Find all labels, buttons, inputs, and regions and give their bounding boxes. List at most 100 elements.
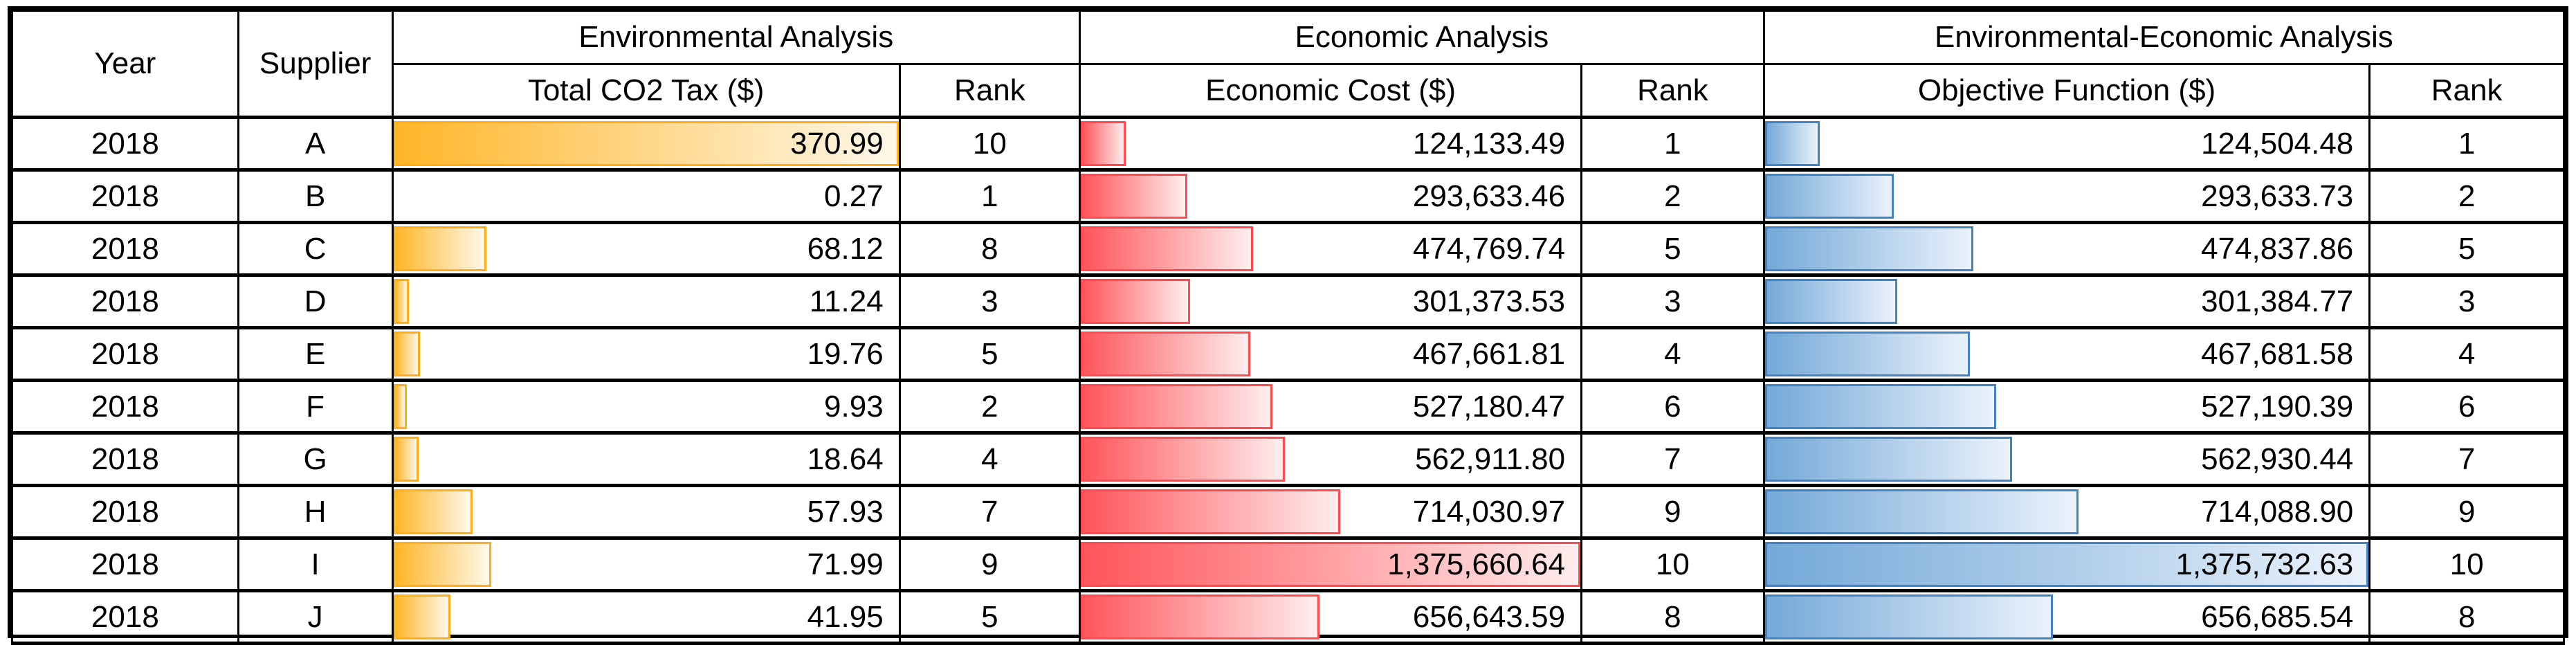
- objective-cell: 1,375,732.63: [1762, 536, 2371, 592]
- obj-data-bar: [1766, 542, 2368, 587]
- economic-rank-cell: 7: [1580, 431, 1765, 487]
- co2-data-bar: [394, 226, 486, 271]
- co2-tax-cell: 11.24: [391, 273, 901, 329]
- objective-cell-value: 1,375,732.63: [2175, 547, 2354, 581]
- co2-tax-cell: 68.12: [391, 221, 901, 277]
- obj-data-bar: [1766, 279, 1897, 324]
- co2-data-bar: [394, 121, 898, 166]
- economic-cost-cell-value: 1,375,660.64: [1387, 547, 1566, 581]
- obj-data-bar: [1766, 121, 1820, 166]
- econ-data-bar: [1081, 489, 1340, 534]
- economic-cost-cell: 293,633.46: [1079, 168, 1583, 224]
- co2-rank-cell: 5: [898, 326, 1081, 382]
- objective-cell: 562,930.44: [1762, 431, 2371, 487]
- economic-rank-cell: 5: [1580, 221, 1765, 277]
- economic-cost-cell: 124,133.49: [1079, 116, 1583, 172]
- econ-data-bar: [1081, 384, 1272, 429]
- year-cell: 2018: [11, 221, 239, 277]
- co2-data-bar: [394, 384, 408, 429]
- objective-rank-cell: 3: [2368, 273, 2565, 329]
- supplier-cell: C: [237, 221, 394, 277]
- objective-cell-value: 467,681.58: [2201, 336, 2354, 371]
- economic-cost-column-header: Economic Cost ($): [1079, 63, 1583, 119]
- objective-cell-value: 301,384.77: [2201, 284, 2354, 318]
- year-cell: 2018: [11, 484, 239, 540]
- co2-rank-cell: 7: [898, 484, 1081, 540]
- environmental-economic-analysis-group-header: Environmental-Economic Analysis: [1762, 10, 2566, 65]
- co2-tax-column-header: Total CO2 Tax ($): [391, 63, 901, 119]
- supplier-cell: A: [237, 116, 394, 172]
- co2-tax-cell-value: 68.12: [807, 231, 884, 266]
- supplier-cell: G: [237, 431, 394, 487]
- objective-cell-value: 293,633.73: [2201, 179, 2354, 213]
- co2-tax-cell-value: 9.93: [824, 389, 884, 424]
- table-row: 2018 C 68.12 8 474,769.74 5 474,837.86 5: [11, 221, 2565, 277]
- co2-rank-cell: 1: [898, 168, 1081, 224]
- year-column-header: Year: [11, 10, 239, 118]
- obj-data-bar: [1766, 594, 2054, 639]
- year-cell: 2018: [11, 589, 239, 645]
- table-header: Year Supplier Environmental Analysis Eco…: [11, 10, 2566, 119]
- economic-cost-cell: 1,375,660.64: [1079, 536, 1583, 592]
- co2-rank-cell: 5: [898, 589, 1081, 645]
- economic-analysis-group-header: Economic Analysis: [1079, 10, 1765, 65]
- objective-cell: 293,633.73: [1762, 168, 2371, 224]
- supplier-cell: B: [237, 168, 394, 224]
- table-frame: Year Supplier Environmental Analysis Eco…: [8, 6, 2568, 645]
- econ-data-bar: [1081, 542, 1580, 587]
- co2-rank-cell: 4: [898, 431, 1081, 487]
- econ-data-bar: [1081, 437, 1286, 482]
- table-row: 2018 F 9.93 2 527,180.47 6 527,190.39 6: [11, 379, 2565, 435]
- economic-rank-cell: 9: [1580, 484, 1765, 540]
- table-row: 2018 B 0.27 1 293,633.46 2 293,633.73 2: [11, 168, 2565, 224]
- co2-tax-cell: 19.76: [391, 326, 901, 382]
- economic-rank-cell: 10: [1580, 536, 1765, 592]
- objective-rank-cell: 9: [2368, 484, 2565, 540]
- co2-rank-column-header: Rank: [898, 63, 1081, 119]
- objective-rank-cell: 5: [2368, 221, 2565, 277]
- economic-cost-cell-value: 562,911.80: [1415, 442, 1566, 476]
- objective-function-column-header: Objective Function ($): [1762, 63, 2371, 119]
- co2-rank-cell: 3: [898, 273, 1081, 329]
- supplier-cell: E: [237, 326, 394, 382]
- table-row: 2018 A 370.99 10 124,133.49 1 124,504.48 1: [11, 116, 2565, 172]
- objective-rank-cell: 6: [2368, 379, 2565, 435]
- table-row: 2018 E 19.76 5 467,661.81 4 467,681.58 4: [11, 326, 2565, 382]
- objective-cell-value: 527,190.39: [2201, 389, 2354, 424]
- economic-cost-cell: 562,911.80: [1079, 431, 1583, 487]
- objective-rank-cell: 1: [2368, 116, 2565, 172]
- objective-cell: 124,504.48: [1762, 116, 2371, 172]
- supplier-column-header: Supplier: [237, 10, 394, 118]
- econ-data-bar: [1081, 121, 1126, 166]
- econ-data-bar: [1081, 226, 1254, 271]
- objective-cell: 467,681.58: [1762, 326, 2371, 382]
- objective-cell: 714,088.90: [1762, 484, 2371, 540]
- economic-rank-cell: 2: [1580, 168, 1765, 224]
- table-row: 2018 H 57.93 7 714,030.97 9 714,088.90 9: [11, 484, 2565, 540]
- co2-data-bar: [394, 437, 419, 482]
- objective-cell: 474,837.86: [1762, 221, 2371, 277]
- economic-rank-cell: 6: [1580, 379, 1765, 435]
- objective-rank-cell: 8: [2368, 589, 2565, 645]
- co2-tax-cell-value: 11.24: [809, 284, 884, 318]
- objective-cell-value: 474,837.86: [2201, 231, 2354, 266]
- econ-data-bar: [1081, 331, 1251, 376]
- economic-rank-cell: 4: [1580, 326, 1765, 382]
- economic-rank-cell: 8: [1580, 589, 1765, 645]
- economic-cost-cell-value: 293,633.46: [1412, 179, 1566, 213]
- objective-cell-value: 124,504.48: [2201, 126, 2354, 161]
- co2-tax-cell: 41.95: [391, 589, 901, 645]
- co2-data-bar: [394, 279, 409, 324]
- co2-rank-cell: 9: [898, 536, 1081, 592]
- environmental-analysis-group-header: Environmental Analysis: [391, 10, 1081, 65]
- objective-cell-value: 562,930.44: [2201, 442, 2354, 476]
- econ-data-bar: [1081, 174, 1188, 219]
- co2-tax-cell-value: 19.76: [807, 336, 884, 371]
- objective-cell: 527,190.39: [1762, 379, 2371, 435]
- co2-tax-cell: 18.64: [391, 431, 901, 487]
- co2-tax-cell-value: 18.64: [807, 442, 884, 476]
- economic-cost-cell-value: 124,133.49: [1412, 126, 1566, 161]
- economic-cost-cell-value: 467,661.81: [1412, 336, 1566, 371]
- table-row: 2018 J 41.95 5 656,643.59 8 656,685.54 8: [11, 589, 2565, 645]
